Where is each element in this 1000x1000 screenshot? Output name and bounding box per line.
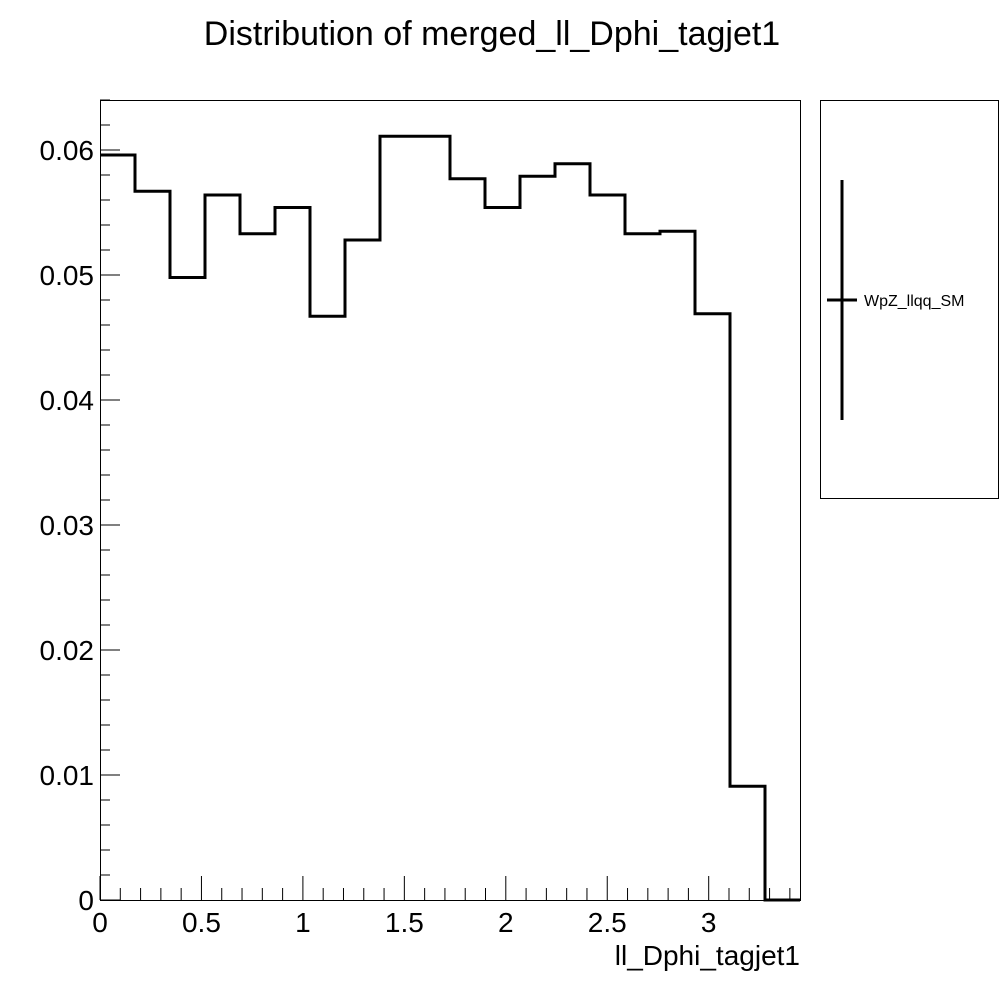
histogram-bin	[520, 176, 555, 900]
x-axis-title: ll_Dphi_tagjet1	[615, 940, 800, 971]
histogram-bin	[240, 234, 275, 900]
histogram-bin	[555, 164, 590, 900]
x-tick-label: 0	[92, 907, 108, 938]
histogram-bin	[345, 240, 380, 900]
histogram-bin	[380, 136, 415, 900]
y-tick-label: 0.05	[40, 260, 95, 291]
y-tick-label: 0.06	[40, 135, 95, 166]
y-tick-label: 0.02	[40, 635, 95, 666]
x-tick-label: 1.5	[385, 907, 424, 938]
legend-entry-label: WpZ_llqq_SM	[864, 293, 964, 310]
histogram-bin	[450, 179, 485, 900]
y-tick-label: 0.03	[40, 510, 95, 541]
x-tick-label: 2	[498, 907, 514, 938]
histogram-bin	[205, 195, 240, 900]
histogram-bins	[100, 136, 765, 900]
y-tick-label: 0.01	[40, 760, 95, 791]
y-axis: 0 0.01 0.02 0.03 0.04 0.05 0.06	[40, 99, 120, 916]
legend: WpZ_llqq_SM	[820, 100, 999, 499]
histogram-bin	[415, 136, 450, 900]
x-tick-label: 1	[295, 907, 311, 938]
histogram-bin	[730, 786, 765, 900]
chart-title: Distribution of merged_ll_Dphi_tagjet1	[204, 15, 780, 53]
x-axis: 0 0.5 1 1.5 2 2.5 3	[92, 876, 791, 938]
histogram-bin	[275, 208, 310, 901]
histogram-bin	[485, 208, 520, 901]
histogram-bin	[310, 316, 345, 900]
histogram-outline	[100, 134, 800, 902]
histogram-bin	[695, 314, 730, 900]
y-tick-label: 0.04	[40, 385, 95, 416]
x-tick-label: 0.5	[182, 907, 221, 938]
histogram-bin	[625, 234, 660, 900]
y-tick-label: 0	[78, 885, 94, 916]
histogram-bin	[135, 191, 170, 900]
x-tick-label: 2.5	[588, 907, 627, 938]
histogram-bin	[170, 278, 205, 901]
histogram-bin	[590, 195, 625, 900]
histogram-bin	[100, 155, 135, 900]
histogram-bin	[660, 231, 695, 900]
x-tick-label: 3	[701, 907, 717, 938]
